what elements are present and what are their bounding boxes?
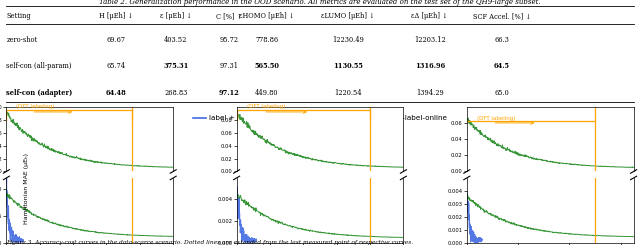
Text: 65.0: 65.0 (495, 89, 509, 97)
Text: 65.74: 65.74 (107, 62, 125, 70)
Text: 64.48: 64.48 (106, 89, 127, 97)
Text: 12230.49: 12230.49 (332, 36, 364, 44)
Text: 97.31: 97.31 (220, 62, 239, 70)
Text: 449.80: 449.80 (255, 89, 278, 97)
Text: 69.67: 69.67 (107, 36, 125, 44)
Text: 375.31: 375.31 (163, 62, 188, 70)
Text: Setting: Setting (6, 12, 31, 20)
Text: 1130.55: 1130.55 (333, 62, 363, 70)
Text: 268.83: 268.83 (164, 89, 188, 97)
Text: Figure 3. Accuracy-cost curves in the data-scarce scenario. Dotted lines are ext: Figure 3. Accuracy-cost curves in the da… (6, 240, 413, 245)
Text: Table 2. Generalization performance in the OOD scenario. All metrics are evaluat: Table 2. Generalization performance in t… (99, 0, 541, 6)
Text: εHOMO [μEh] ↓: εHOMO [μEh] ↓ (239, 12, 294, 20)
Text: 403.52: 403.52 (164, 36, 188, 44)
Text: 12203.12: 12203.12 (414, 36, 445, 44)
Legend: label + self-con, extended-label, extended-label-online: label + self-con, extended-label, extend… (190, 112, 450, 124)
Text: 565.50: 565.50 (254, 62, 279, 70)
Text: 1394.29: 1394.29 (416, 89, 444, 97)
Text: C [%] ↑: C [%] ↑ (216, 12, 242, 20)
Text: 95.72: 95.72 (220, 36, 239, 44)
Text: 66.3: 66.3 (495, 36, 509, 44)
Text: Hamiltonian MAE (μEₕ): Hamiltonian MAE (μEₕ) (24, 153, 29, 224)
Text: 778.86: 778.86 (255, 36, 278, 44)
Text: self-con (all-param): self-con (all-param) (6, 62, 72, 70)
Text: (DFT labeling): (DFT labeling) (477, 116, 515, 121)
Text: 1316.96: 1316.96 (415, 62, 445, 70)
Text: zero-shot: zero-shot (6, 36, 38, 44)
Text: εLUMO [μEh] ↓: εLUMO [μEh] ↓ (321, 12, 375, 20)
Text: ε [μEh] ↓: ε [μEh] ↓ (160, 12, 192, 20)
Text: 64.5: 64.5 (494, 62, 510, 70)
Text: εΔ [μEh] ↓: εΔ [μEh] ↓ (412, 12, 448, 20)
Text: (DFT labeling): (DFT labeling) (17, 104, 55, 109)
Text: SCF Accel. [%] ↓: SCF Accel. [%] ↓ (473, 12, 531, 20)
Text: 1220.54: 1220.54 (335, 89, 362, 97)
Text: (DFT labeling): (DFT labeling) (247, 104, 285, 109)
Text: 97.12: 97.12 (219, 89, 239, 97)
Text: self-con (adapter): self-con (adapter) (6, 89, 73, 97)
Text: H [μEh] ↓: H [μEh] ↓ (99, 12, 133, 20)
